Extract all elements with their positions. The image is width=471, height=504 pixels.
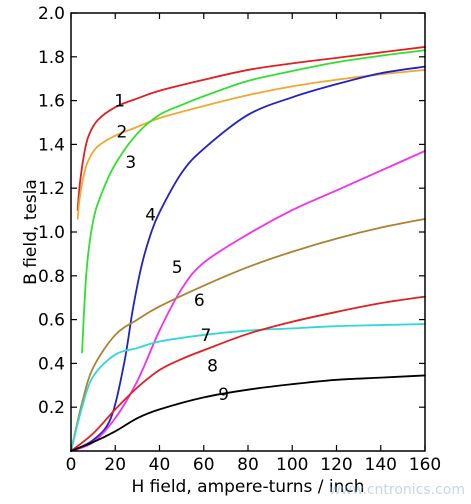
x-tick-label: 60	[193, 455, 215, 475]
y-tick-label: 0.2	[38, 398, 65, 418]
series-line-8	[70, 295, 426, 452]
curve-label-7: 7	[201, 326, 212, 346]
series-layer	[70, 46, 426, 452]
axis-ticks: 0 20 40 60 80 100 120 140 160 0.2 0.4 0.6 0.8 1.0 1.2 1…	[38, 4, 441, 475]
y-tick-label: 1.6	[38, 92, 65, 112]
series-line-4	[70, 65, 426, 452]
curve-labels: 1 2 3 4 56 7 89	[114, 92, 229, 405]
x-tick-label: 40	[149, 455, 171, 475]
x-tick-label: 20	[104, 455, 126, 475]
series-line-2	[76, 69, 426, 220]
curve-label-6: 6	[194, 291, 205, 311]
x-tick-label: 100	[276, 455, 308, 475]
x-tick-label: 140	[365, 455, 397, 475]
y-tick-label: 1.8	[38, 48, 65, 68]
series-line-5	[70, 150, 426, 452]
x-tick-label: 160	[409, 455, 441, 475]
y-tick-label: 2.0	[38, 4, 65, 24]
curve-label-5: 5	[172, 258, 183, 278]
series-line-1	[76, 46, 426, 211]
curve-label-3: 3	[125, 153, 136, 173]
y-tick-label: 0.8	[38, 267, 65, 287]
plot-frame	[70, 12, 426, 452]
x-tick-label: 120	[320, 455, 352, 475]
curve-label-9: 9	[218, 385, 229, 405]
series-line-9	[70, 374, 426, 452]
y-tick-label: 1.0	[38, 223, 65, 243]
x-axis-title: H field, ampere-turns / inch	[131, 477, 364, 497]
x-tick-label: 0	[66, 455, 77, 475]
x-tick-label: 80	[237, 455, 259, 475]
series-line-7	[70, 323, 426, 452]
y-tick-label: 0.6	[38, 311, 65, 331]
curve-label-1: 1	[114, 92, 125, 112]
y-axis-title: B field, tesla	[21, 179, 41, 285]
series-line-3	[81, 49, 426, 354]
y-tick-label: 1.2	[38, 179, 65, 199]
y-tick-label: 1.4	[38, 135, 65, 155]
curve-label-2: 2	[116, 122, 127, 142]
curve-label-8: 8	[207, 357, 218, 377]
series-line-6	[70, 217, 426, 452]
watermark: www.cntronics.com	[329, 482, 465, 498]
y-tick-label: 0.4	[38, 354, 65, 374]
curve-label-4: 4	[145, 205, 156, 225]
